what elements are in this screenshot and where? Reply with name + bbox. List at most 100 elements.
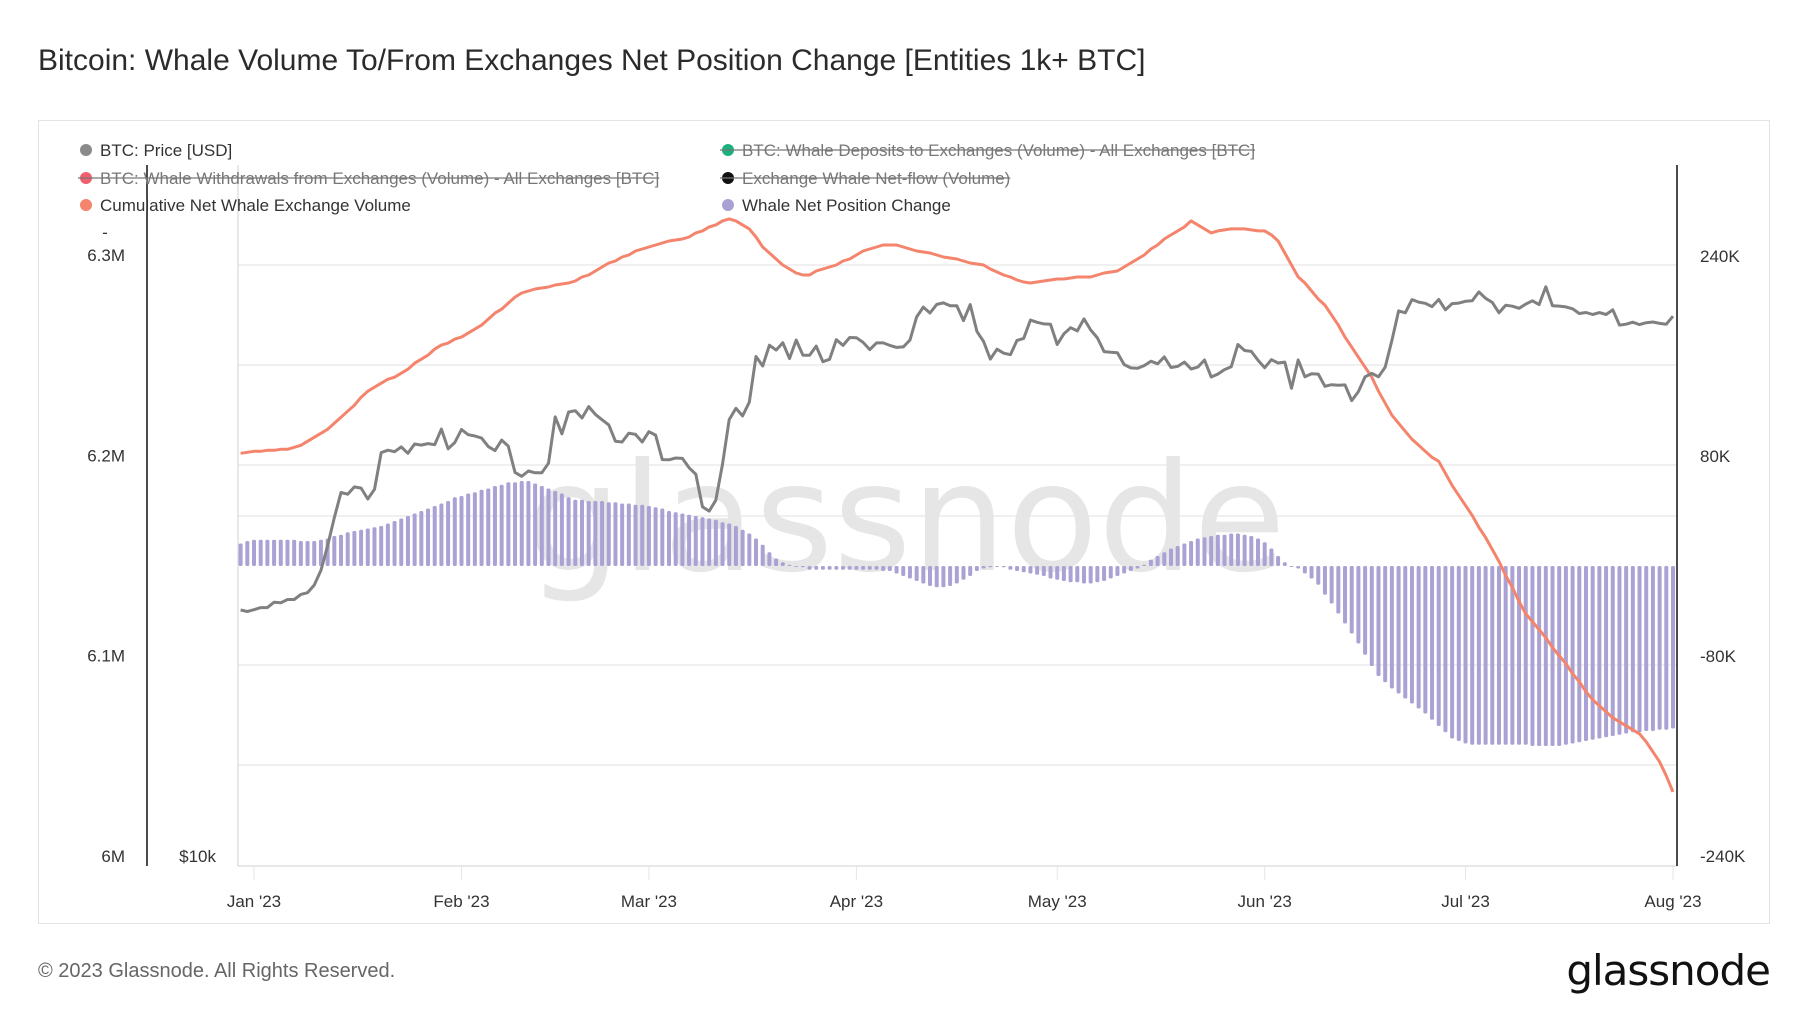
bar-whale-net-position-change [1282,562,1287,566]
bar-whale-net-position-change [506,482,511,566]
bar-whale-net-position-change [1235,533,1240,566]
bar-whale-net-position-change [820,566,825,570]
bar-whale-net-position-change [613,502,618,566]
bar-whale-net-position-change [1155,556,1160,566]
bar-whale-net-position-change [1061,566,1066,581]
bar-whale-net-position-change [974,566,979,571]
bar-whale-net-position-change [948,566,953,586]
legend-item[interactable]: BTC: Whale Deposits to Exchanges (Volume… [720,141,1256,160]
bar-whale-net-position-change [1302,566,1307,574]
bar-whale-net-position-change [914,566,919,581]
bar-whale-net-position-change [1215,534,1220,566]
bar-whale-net-position-change [867,566,872,570]
page-title: Bitcoin: Whale Volume To/From Exchanges … [38,44,1146,77]
bar-whale-net-position-change [968,566,973,576]
bar-whale-net-position-change [1195,538,1200,566]
bar-whale-net-position-change [1409,566,1414,704]
bar-whale-net-position-change [419,511,424,566]
bar-whale-net-position-change [546,488,551,566]
legend-item[interactable]: BTC: Price [USD] [80,141,232,160]
bar-whale-net-position-change [861,566,866,570]
bar-whale-net-position-change [586,501,591,566]
bar-whale-net-position-change [988,566,993,568]
bar-whale-net-position-change [1363,566,1368,655]
bar-whale-net-position-change [1175,546,1180,566]
bar-whale-net-position-change [1537,566,1542,746]
bar-whale-net-position-change [1168,548,1173,566]
x-tick-label: Feb '23 [433,892,489,911]
bar-whale-net-position-change [1630,566,1635,733]
bar-whale-net-position-change [1209,536,1214,566]
legend-item[interactable]: Whale Net Position Change [722,196,951,215]
bar-whale-net-position-change [1483,566,1488,745]
bar-whale-net-position-change [1068,566,1073,583]
bar-whale-net-position-change [399,518,404,566]
bar-whale-net-position-change [426,508,431,566]
bar-whale-net-position-change [499,484,504,566]
bar-whale-net-position-change [1583,566,1588,741]
bar-whale-net-position-change [1269,548,1274,566]
bar-whale-net-position-change [807,566,812,570]
bar-whale-net-position-change [646,506,651,566]
bar-whale-net-position-change [1644,566,1649,731]
bar-whale-net-position-change [379,526,384,566]
bar-whale-net-position-change [1289,566,1294,567]
bar-whale-net-position-change [673,512,678,566]
bar-whale-net-position-change [727,523,732,566]
x-tick-label: Jan '23 [227,892,281,911]
bar-whale-net-position-change [272,539,277,566]
legend-item[interactable]: Exchange Whale Net-flow (Volume) [720,169,1011,188]
bar-whale-net-position-change [365,528,370,566]
bar-whale-net-position-change [1329,566,1334,604]
bar-whale-net-position-change [1604,566,1609,738]
bar-whale-net-position-change [733,526,738,566]
bar-whale-net-position-change [1597,566,1602,739]
bar-whale-net-position-change [934,566,939,588]
bar-whale-net-position-change [1296,566,1301,569]
bar-whale-net-position-change [432,506,437,566]
bar-whale-net-position-change [707,518,712,566]
bar-whale-net-position-change [412,513,417,566]
bar-whale-net-position-change [573,499,578,566]
watermark: glassnode [526,432,1285,606]
y-left-tick-label: 6.1M [87,647,125,666]
bar-whale-net-position-change [486,488,491,566]
bar-whale-net-position-change [954,566,959,584]
bar-whale-net-position-change [961,566,966,580]
bar-whale-net-position-change [245,541,250,566]
bar-whale-net-position-change [1389,566,1394,689]
bar-whale-net-position-change [767,552,772,566]
legend-label: BTC: Price [USD] [100,141,232,160]
bar-whale-net-position-change [1443,566,1448,733]
axis-ticks: Jan '23 Feb '23 Mar '23 Apr '23 May '23 Jun '… [87,223,1746,911]
bar-whale-net-position-change [1543,566,1548,746]
bar-whale-net-position-change [941,566,946,588]
bar-whale-net-position-change [392,521,397,566]
bar-whale-net-position-change [265,539,270,566]
bar-whale-net-position-change [894,566,899,574]
bar-whale-net-position-change [1249,536,1254,566]
bar-whale-net-position-change [1463,566,1468,744]
bar-whale-net-position-change [1048,566,1053,579]
bar-whale-net-position-change [1128,566,1133,571]
bar-whale-net-position-change [1055,566,1060,580]
bar-whale-net-position-change [754,538,759,566]
legend-dot-icon [80,199,92,211]
bar-whale-net-position-change [901,566,906,576]
legend-item[interactable]: BTC: Whale Withdrawals from Exchanges (V… [78,169,660,188]
bar-whale-net-position-change [1430,566,1435,720]
chart-panel [38,120,1770,924]
bar-whale-net-position-change [1664,566,1669,730]
bar-whale-net-position-change [298,541,303,566]
bar-whale-net-position-change [372,527,377,566]
bar-whale-net-position-change [1343,566,1348,624]
bar-whale-net-position-change [1142,564,1147,566]
legend: BTC: Price [USD] BTC: Whale Deposits to E… [78,141,1256,215]
legend-dot-icon [80,144,92,156]
legend-item[interactable]: Cumulative Net Whale Exchange Volume [80,196,411,215]
bar-whale-net-position-change [579,499,584,566]
bar-whale-net-position-change [1624,566,1629,734]
bar-whale-net-position-change [1530,566,1535,746]
bar-whale-net-position-change [1349,566,1354,634]
bar-whale-net-position-change [887,566,892,571]
